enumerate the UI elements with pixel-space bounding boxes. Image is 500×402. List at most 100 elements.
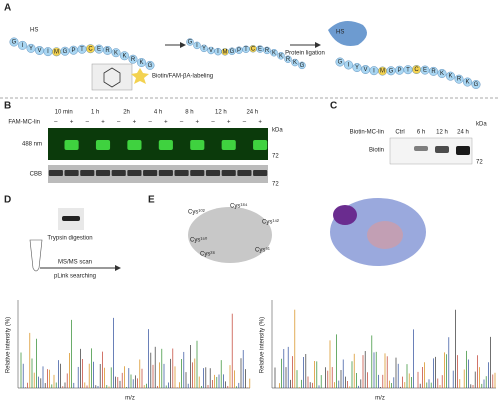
residue-label: P	[237, 48, 241, 54]
thiol: HS	[336, 30, 344, 36]
lane-label: 6 h	[417, 130, 425, 136]
sign: +	[258, 120, 262, 126]
time-label: 8 h	[185, 110, 193, 116]
residue	[137, 58, 146, 67]
residue-label: C	[88, 46, 93, 52]
residue-label: R	[457, 77, 462, 83]
residue-label: G	[12, 40, 17, 46]
residue-label: R	[265, 48, 270, 54]
residue	[103, 45, 112, 55]
blot-band	[435, 146, 449, 153]
residue-label: V	[363, 67, 367, 73]
structure	[188, 207, 272, 263]
sign: +	[133, 120, 137, 126]
residue	[437, 69, 447, 78]
panel-c: C Biotin-MC-lin Biotin kDa 72 Ctrl 6 h 12 …	[330, 101, 487, 166]
site-label: Cys¹⁴²	[262, 219, 279, 226]
cbb-band	[48, 170, 63, 176]
time-label: 10 min	[55, 110, 73, 116]
cbb-band	[174, 170, 189, 176]
fluor-band	[253, 140, 268, 150]
axis-title: Relative intensity (%)	[260, 317, 266, 373]
residue-label: T	[406, 67, 410, 73]
time-label: 24 h	[246, 110, 258, 116]
residue-label: G	[63, 49, 68, 55]
residue	[335, 57, 345, 67]
structure-region	[333, 205, 357, 225]
panel-label: A	[4, 3, 11, 14]
panel-d: D Trypsin digestion MS/MS scan pLink sea…	[4, 195, 496, 402]
residue	[18, 40, 27, 50]
residue-label: I	[47, 49, 49, 55]
axis-title: m/z	[125, 396, 135, 402]
step-label: Protein ligation	[285, 51, 325, 57]
fluor-band	[64, 140, 79, 150]
sign: +	[70, 120, 74, 126]
residue	[263, 46, 271, 55]
residue-label: E	[97, 47, 101, 53]
sign: –	[117, 120, 121, 126]
residue	[277, 52, 285, 60]
residue	[256, 45, 264, 53]
gel-band	[62, 216, 80, 221]
axis-title: m/z	[375, 396, 385, 402]
step: Trypsin digestion	[47, 236, 92, 242]
residue-label: M	[223, 49, 228, 55]
star	[131, 68, 149, 84]
lane-label: 12 h	[436, 130, 448, 136]
time-label: 12 h	[215, 110, 227, 116]
residue	[429, 66, 438, 76]
panel-label: E	[148, 195, 155, 206]
residue-label: I	[373, 68, 375, 74]
residue-label: G	[188, 40, 193, 46]
residue-label: K	[114, 50, 118, 56]
residue	[446, 71, 455, 81]
residue	[193, 41, 201, 50]
fluor-band	[95, 140, 111, 150]
cbb-band	[253, 170, 268, 176]
residue-label: R	[286, 57, 291, 63]
residue-label: G	[474, 82, 479, 88]
residue	[463, 77, 472, 87]
site-label: Cys⁹¹	[255, 247, 270, 254]
site-label: Cys²⁸	[200, 251, 215, 258]
step: MS/MS scan	[58, 260, 92, 266]
residue-label: T	[244, 47, 248, 53]
time-label: 2h	[123, 110, 130, 116]
residue-label: I	[217, 49, 219, 55]
row-label: FAM-MC-lin	[8, 120, 40, 126]
sign: –	[211, 120, 215, 126]
lane-label: 24 h	[457, 130, 469, 136]
residue-label: K	[122, 53, 126, 59]
residue-label: G	[338, 60, 343, 66]
legend-label: Biotin/FAM-βA-labeling	[152, 74, 213, 80]
fluor-band	[158, 140, 173, 150]
panel-e: E Cys¹⁰² Cys¹⁸⁴ Cys¹⁴² Cys¹⁵⁰ Cys²⁸ Cys⁹¹	[148, 195, 426, 266]
panel-label: D	[4, 195, 11, 206]
residue	[352, 63, 362, 73]
residue-label: K	[440, 71, 444, 77]
residue-label: Y	[29, 46, 33, 52]
sign: +	[164, 120, 168, 126]
site-label: Cys¹⁰²	[188, 209, 205, 216]
row-label: Biotin	[369, 148, 384, 154]
residue-label: C	[251, 46, 256, 52]
marker: 72	[272, 154, 279, 160]
residue	[186, 38, 194, 46]
residue-label: Y	[355, 65, 359, 71]
row-label: Biotin-MC-lin	[350, 130, 384, 136]
residue-label: C	[414, 67, 419, 73]
residue-label: P	[71, 48, 75, 54]
sign: +	[196, 120, 200, 126]
residue	[200, 44, 208, 53]
residue	[120, 51, 129, 61]
panel-b: B FAM-MC-lin 488 nm CBB kDa 72 72 10 min…	[4, 101, 283, 188]
unit: kDa	[272, 128, 283, 134]
sign: –	[180, 120, 184, 126]
gel-cbb	[48, 165, 268, 183]
cbb-band	[221, 170, 236, 176]
residue	[128, 54, 138, 64]
residue-label: I	[196, 43, 198, 49]
cbb-band	[95, 170, 111, 176]
